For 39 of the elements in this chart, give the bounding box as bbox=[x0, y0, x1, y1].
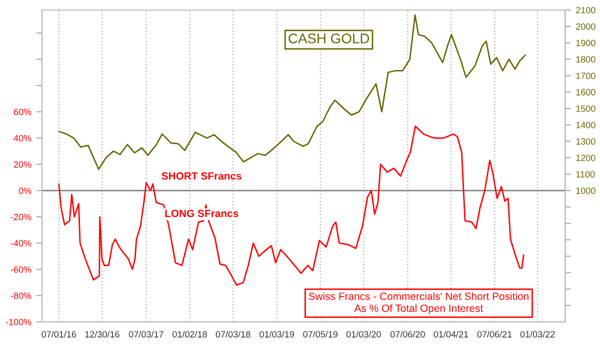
x-tick-label: 07/01/16 bbox=[42, 330, 76, 338]
y2-tick-label: 1300 bbox=[576, 138, 596, 145]
y-tick-label: -80% bbox=[10, 292, 32, 299]
x-tick-label: 07/06/21 bbox=[477, 330, 512, 338]
y-tick-label: -40% bbox=[10, 240, 32, 246]
y-tick-label: -100% bbox=[6, 318, 32, 326]
y-tick-label: -60% bbox=[10, 266, 32, 273]
annotation: CASH GOLD bbox=[288, 34, 370, 44]
y-tick-label: 0% bbox=[18, 188, 32, 194]
line-series bbox=[58, 14, 526, 170]
y-tick-label: 40% bbox=[14, 135, 32, 142]
y2-tick-label: 1700 bbox=[576, 72, 596, 80]
y2-tick-label: 1100 bbox=[576, 171, 595, 178]
annotation: LONG SFrancs bbox=[165, 210, 238, 218]
x-tick-label: 01/03/22 bbox=[520, 330, 555, 338]
x-tick-label: 01/02/18 bbox=[172, 330, 207, 338]
x-tick-label: 07/06/20 bbox=[390, 330, 425, 338]
y2-tick-label: 2100 bbox=[576, 6, 596, 14]
line-series bbox=[58, 126, 524, 286]
y2-tick-label: 1200 bbox=[576, 154, 596, 162]
y2-tick-label: 1500 bbox=[576, 105, 596, 112]
x-tick-label: 01/03/19 bbox=[260, 330, 294, 338]
y2-tick-label: 1400 bbox=[576, 122, 596, 128]
y2-tick-label: 1900 bbox=[576, 40, 596, 46]
y-tick-label: -20% bbox=[10, 214, 32, 220]
y-tick-label: 60% bbox=[14, 108, 32, 116]
y2-tick-label: 1800 bbox=[576, 56, 596, 63]
x-tick-label: 07/05/19 bbox=[303, 330, 338, 338]
y-tick-label: 20% bbox=[14, 161, 32, 168]
x-tick-label: 01/03/20 bbox=[346, 330, 381, 338]
x-tick-label: 07/03/17 bbox=[128, 330, 164, 338]
x-tick-label: 12/30/16 bbox=[85, 330, 120, 338]
annotation: Swiss Francs - Commercials' Net Short Position As % Of Total Open Interest bbox=[308, 292, 528, 314]
y2-tick-label: 1600 bbox=[576, 89, 596, 96]
x-tick-label: 01/04/21 bbox=[434, 330, 468, 338]
x-tick-label: 07/03/18 bbox=[216, 330, 250, 338]
y2-tick-label: 1000 bbox=[576, 188, 596, 194]
y2-tick-label: 2000 bbox=[576, 23, 596, 30]
annotation: SHORT SFrancs bbox=[162, 172, 242, 180]
